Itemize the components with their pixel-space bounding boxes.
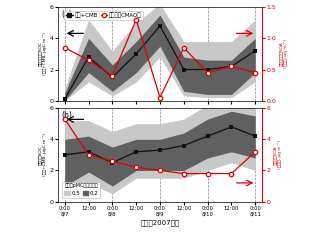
Legend: 0.5, 0.2: 0.5, 0.2 bbox=[62, 182, 100, 198]
Legend: 観測+CMB, モデル（CMAQ）: 観測+CMB, モデル（CMAQ） bbox=[64, 11, 143, 20]
Text: (a): (a) bbox=[62, 10, 72, 19]
Y-axis label: 化石燃料起源SOC
(観測+CMB, μgC m⁻¹): 化石燃料起源SOC (観測+CMB, μgC m⁻¹) bbox=[38, 32, 47, 75]
Y-axis label: 化石燃料起源SOA
(モデル, μg m⁻¹): 化石燃料起源SOA (モデル, μg m⁻¹) bbox=[279, 39, 288, 68]
Y-axis label: 生物起源SOC
(観測+CMB, μgC m⁻¹): 生物起源SOC (観測+CMB, μgC m⁻¹) bbox=[38, 133, 47, 176]
X-axis label: 日時（2007年）: 日時（2007年） bbox=[140, 219, 180, 226]
Text: (b): (b) bbox=[62, 111, 73, 120]
Y-axis label: 生物起源SOA
(モデル, μg m⁻¹): 生物起源SOA (モデル, μg m⁻¹) bbox=[273, 140, 282, 169]
